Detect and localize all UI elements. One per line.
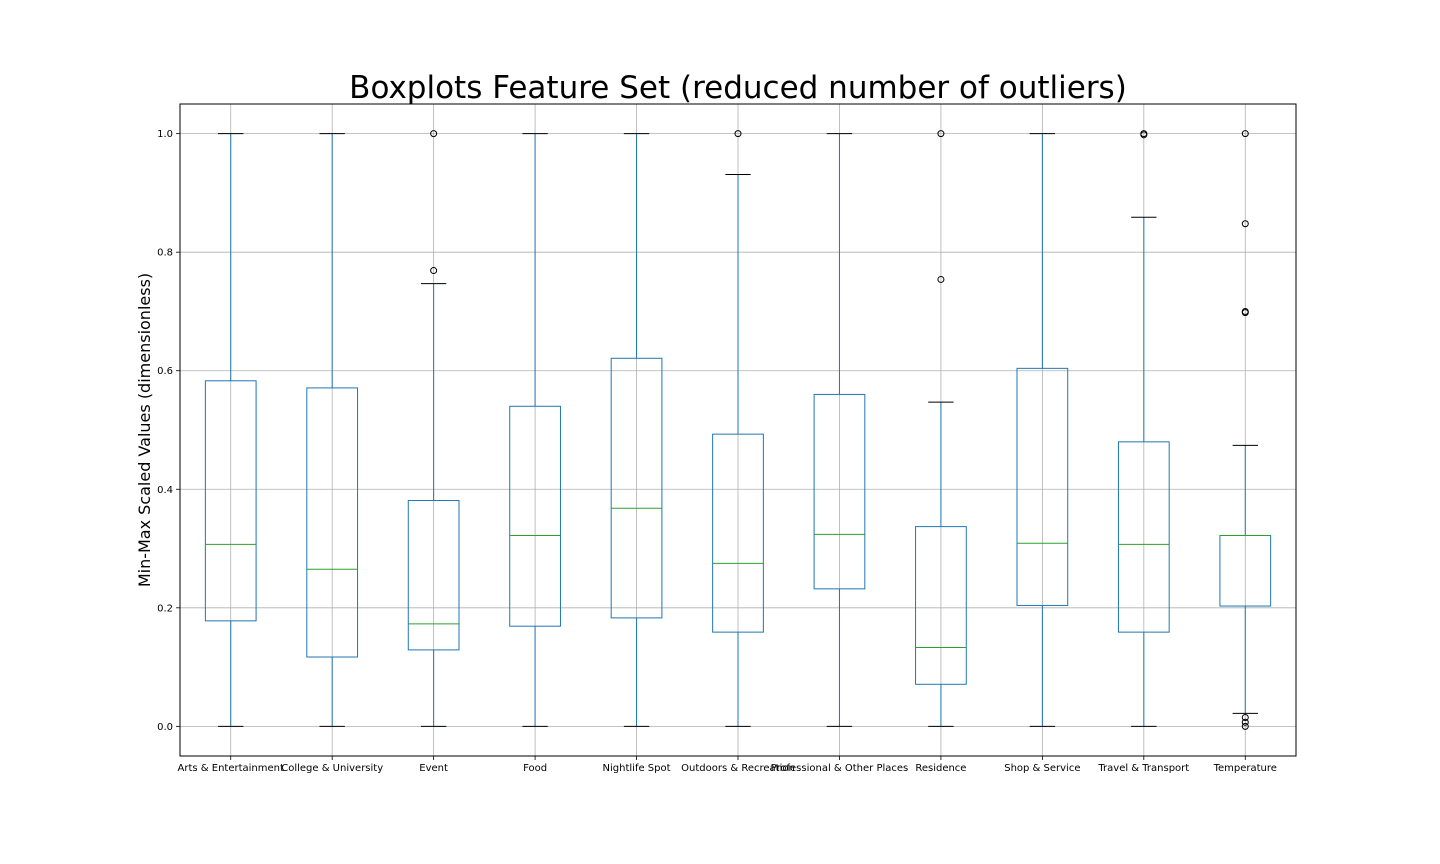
- box-group: [509, 133, 561, 727]
- box-group: [1219, 130, 1272, 730]
- y-tick-label: 0.8: [157, 248, 173, 259]
- outlier-point: [430, 267, 438, 275]
- box-group: [813, 133, 866, 727]
- boxes-layer: [204, 130, 1272, 730]
- outlier-point: [1140, 130, 1148, 138]
- x-tick-label: Outdoors & Recreation: [681, 763, 795, 774]
- outlier-point: [1241, 713, 1249, 721]
- chart-title: Boxplots Feature Set (reduced number of …: [349, 70, 1127, 106]
- y-axis-ticks: 0.0 0.2 0.4 0.6 0.8 1.0: [157, 129, 180, 733]
- y-tick-label: 1.0: [157, 129, 173, 140]
- box-group: [1016, 133, 1069, 727]
- x-tick-label: College & University: [281, 763, 383, 774]
- x-tick-label: Residence: [915, 763, 966, 774]
- y-tick-label: 0.4: [157, 485, 173, 496]
- x-tick-label: Event: [419, 763, 448, 774]
- y-tick-label: 0.2: [157, 603, 173, 614]
- y-tick-label: 0.6: [157, 366, 173, 377]
- outlier-point: [1241, 130, 1249, 138]
- outlier-point: [1241, 220, 1249, 228]
- x-tick-label: Shop & Service: [1004, 763, 1080, 774]
- outlier-point: [1241, 718, 1249, 726]
- outlier-point: [1241, 722, 1249, 730]
- outlier-point: [937, 130, 945, 138]
- outlier-point: [937, 275, 945, 283]
- x-tick-label: Professional & Other Places: [771, 763, 909, 774]
- x-tick-label: Temperature: [1213, 763, 1277, 774]
- outlier-point: [430, 130, 438, 138]
- x-tick-label: Food: [523, 763, 547, 774]
- outlier-point: [734, 130, 742, 138]
- box-group: [204, 133, 257, 727]
- y-axis-title: Min-Max Scaled Values (dimensionless): [135, 273, 154, 587]
- box-group: [915, 130, 967, 727]
- x-tick-label: Nightlife Spot: [603, 763, 671, 774]
- y-tick-label: 0.0: [157, 722, 173, 733]
- box-group: [610, 133, 663, 727]
- box-group: [712, 130, 764, 727]
- box-group: [306, 133, 359, 727]
- box-group: [1117, 130, 1170, 727]
- x-tick-label: Arts & Entertainment: [178, 763, 284, 774]
- outlier-point: [1241, 307, 1249, 315]
- x-tick-label: Travel & Transport: [1097, 763, 1189, 774]
- box-group: [407, 130, 460, 727]
